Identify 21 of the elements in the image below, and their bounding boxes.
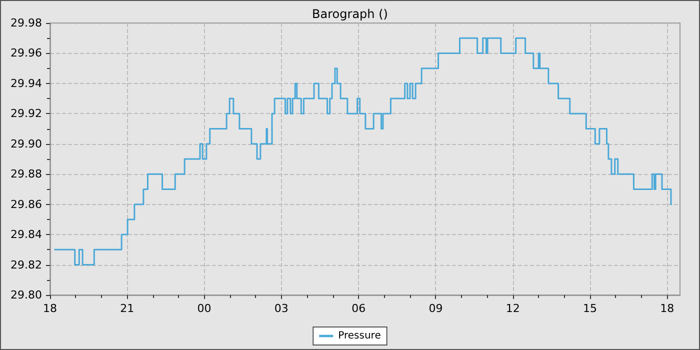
x-tick-label: 18 <box>43 302 57 315</box>
y-tick-label: 29.86 <box>10 198 42 211</box>
y-tick-label: 29.90 <box>10 137 42 150</box>
y-tick-label: 29.98 <box>10 16 42 30</box>
x-tick-label: 03 <box>274 302 288 315</box>
y-tick-label: 29.80 <box>10 288 42 302</box>
chart-title: Barograph () <box>312 7 388 21</box>
y-tick-label: 29.82 <box>10 258 42 272</box>
x-tick-label: 12 <box>506 302 520 315</box>
x-tick-label: 09 <box>428 302 443 315</box>
legend-label: Pressure <box>338 330 381 342</box>
x-tick-label: 00 <box>197 302 212 315</box>
x-tick-label: 21 <box>120 302 134 315</box>
y-tick-label: 29.94 <box>10 76 42 90</box>
x-tick-label: 06 <box>352 302 366 315</box>
x-tick-label: 15 <box>583 302 597 315</box>
y-tick-label: 29.96 <box>10 46 42 60</box>
y-tick-label: 29.88 <box>10 168 42 181</box>
x-tick-label: 18 <box>660 302 674 315</box>
y-tick-label: 29.84 <box>10 228 42 242</box>
y-tick-label: 29.92 <box>10 107 42 120</box>
